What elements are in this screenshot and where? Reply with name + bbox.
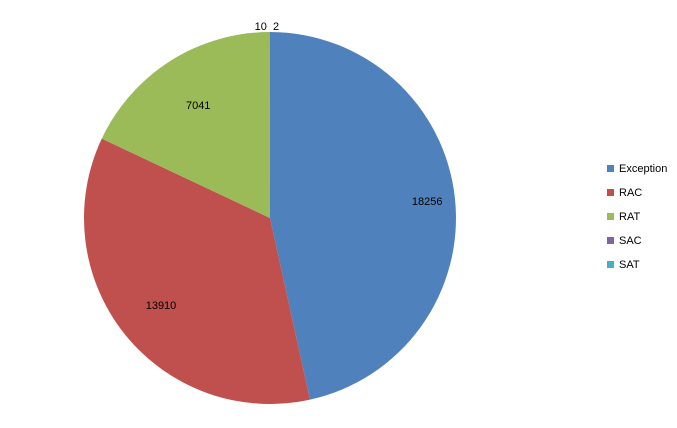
pie-slice-rat bbox=[101, 32, 270, 218]
legend-swatch-rat bbox=[607, 213, 614, 220]
legend-item-sat: SAT bbox=[607, 257, 667, 272]
pie-slice-rac bbox=[83, 138, 311, 404]
legend-item-exception: Exception bbox=[607, 161, 667, 176]
legend-label-rac: RAC bbox=[619, 186, 643, 199]
data-label-rat: 7041 bbox=[186, 100, 210, 112]
data-label-sac: 10 bbox=[255, 21, 267, 33]
legend-label-rat: RAT bbox=[619, 210, 641, 223]
legend-swatch-rac bbox=[607, 189, 614, 196]
legend-item-rac: RAC bbox=[607, 185, 667, 200]
legend-item-rat: RAT bbox=[607, 209, 667, 224]
legend-label-sac: SAC bbox=[619, 234, 642, 247]
data-label-sat: 2 bbox=[273, 21, 279, 33]
data-label-exception: 18256 bbox=[412, 196, 443, 208]
legend-label-sat: SAT bbox=[619, 258, 640, 271]
legend-label-exception: Exception bbox=[619, 162, 668, 175]
legend-swatch-sac bbox=[607, 237, 614, 244]
data-label-rac: 13910 bbox=[146, 300, 177, 312]
legend: Exception RAC RAT SAC SAT bbox=[607, 161, 667, 272]
legend-swatch-exception bbox=[607, 165, 614, 172]
pie-slice-exception bbox=[270, 32, 456, 400]
legend-swatch-sat bbox=[607, 261, 614, 268]
legend-item-sac: SAC bbox=[607, 233, 667, 248]
